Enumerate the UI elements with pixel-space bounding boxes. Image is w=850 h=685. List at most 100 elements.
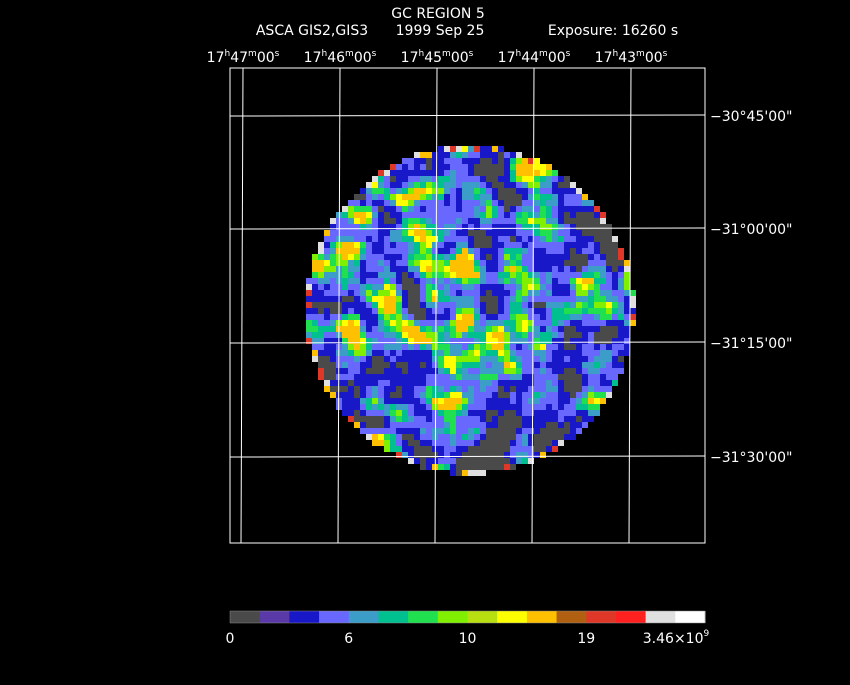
pixel bbox=[498, 446, 504, 452]
date: 1999 Sep 25 bbox=[396, 23, 485, 39]
pixel bbox=[312, 356, 318, 362]
pixel bbox=[588, 290, 594, 296]
pixel bbox=[366, 386, 372, 392]
pixel bbox=[564, 398, 570, 404]
pixel bbox=[396, 170, 402, 176]
pixel bbox=[576, 350, 582, 356]
pixel bbox=[462, 350, 468, 356]
pixel bbox=[582, 410, 588, 416]
pixel bbox=[396, 206, 402, 212]
ra-label-part: 17 bbox=[401, 50, 419, 66]
pixel bbox=[354, 194, 360, 200]
pixel bbox=[576, 242, 582, 248]
pixel bbox=[624, 332, 630, 338]
colorbar-swatch bbox=[319, 611, 350, 623]
pixel bbox=[414, 152, 420, 158]
pixel bbox=[480, 398, 486, 404]
pixel bbox=[504, 422, 510, 428]
pixel bbox=[474, 236, 480, 242]
pixel bbox=[390, 272, 396, 278]
pixel bbox=[354, 374, 360, 380]
pixel bbox=[402, 212, 408, 218]
pixel bbox=[576, 398, 582, 404]
pixel bbox=[498, 386, 504, 392]
pixel bbox=[348, 416, 354, 422]
pixel bbox=[480, 278, 486, 284]
pixel bbox=[552, 362, 558, 368]
pixel bbox=[414, 218, 420, 224]
pixel bbox=[570, 332, 576, 338]
pixel bbox=[480, 284, 486, 290]
pixel bbox=[456, 470, 462, 476]
pixel bbox=[504, 350, 510, 356]
pixel bbox=[522, 434, 528, 440]
pixel bbox=[528, 254, 534, 260]
pixel bbox=[474, 266, 480, 272]
pixel bbox=[444, 164, 450, 170]
pixel bbox=[438, 308, 444, 314]
pixel bbox=[576, 254, 582, 260]
pixel bbox=[600, 392, 606, 398]
colorbar-swatch bbox=[615, 611, 647, 623]
pixel bbox=[432, 290, 438, 296]
pixel bbox=[504, 356, 510, 362]
pixel bbox=[480, 422, 486, 428]
pixel bbox=[426, 356, 432, 362]
pixel bbox=[588, 284, 594, 290]
pixel bbox=[486, 278, 492, 284]
pixel bbox=[426, 374, 432, 380]
pixel bbox=[570, 296, 576, 302]
grid-line bbox=[628, 67, 632, 544]
pixel bbox=[312, 302, 318, 308]
pixel bbox=[390, 266, 396, 272]
pixel bbox=[534, 416, 540, 422]
pixel bbox=[510, 374, 516, 380]
pixel bbox=[390, 176, 396, 182]
pixel bbox=[450, 278, 456, 284]
pixel bbox=[462, 242, 468, 248]
pixel bbox=[546, 170, 552, 176]
pixel bbox=[420, 296, 426, 302]
pixel bbox=[354, 308, 360, 314]
pixel bbox=[504, 404, 510, 410]
pixel bbox=[612, 254, 618, 260]
dec-label: −31°00'00" bbox=[710, 222, 792, 238]
pixel bbox=[498, 308, 504, 314]
pixel bbox=[348, 296, 354, 302]
pixel bbox=[498, 158, 504, 164]
pixel bbox=[450, 170, 456, 176]
pixel bbox=[564, 338, 570, 344]
pixel bbox=[522, 356, 528, 362]
pixel bbox=[612, 326, 618, 332]
pixel bbox=[522, 188, 528, 194]
pixel bbox=[348, 242, 354, 248]
pixel bbox=[372, 440, 378, 446]
pixel bbox=[588, 362, 594, 368]
pixel bbox=[450, 146, 456, 152]
pixel bbox=[498, 200, 504, 206]
pixel bbox=[468, 320, 474, 326]
pixel bbox=[516, 314, 522, 320]
colorbar-label-part: 0 bbox=[226, 631, 235, 647]
pixel bbox=[366, 398, 372, 404]
pixel bbox=[528, 392, 534, 398]
pixel bbox=[396, 230, 402, 236]
pixel bbox=[456, 188, 462, 194]
pixel bbox=[486, 332, 492, 338]
pixel bbox=[498, 242, 504, 248]
pixel bbox=[414, 446, 420, 452]
pixel bbox=[366, 302, 372, 308]
pixel bbox=[384, 314, 390, 320]
pixel bbox=[504, 284, 510, 290]
pixel bbox=[450, 218, 456, 224]
pixel bbox=[468, 458, 474, 464]
colorbar-label: 0 bbox=[226, 631, 235, 647]
pixel bbox=[516, 176, 522, 182]
pixel bbox=[552, 260, 558, 266]
pixel bbox=[456, 158, 462, 164]
pixel bbox=[474, 386, 480, 392]
pixel bbox=[486, 152, 492, 158]
pixel bbox=[444, 314, 450, 320]
pixel bbox=[606, 260, 612, 266]
pixel bbox=[438, 200, 444, 206]
